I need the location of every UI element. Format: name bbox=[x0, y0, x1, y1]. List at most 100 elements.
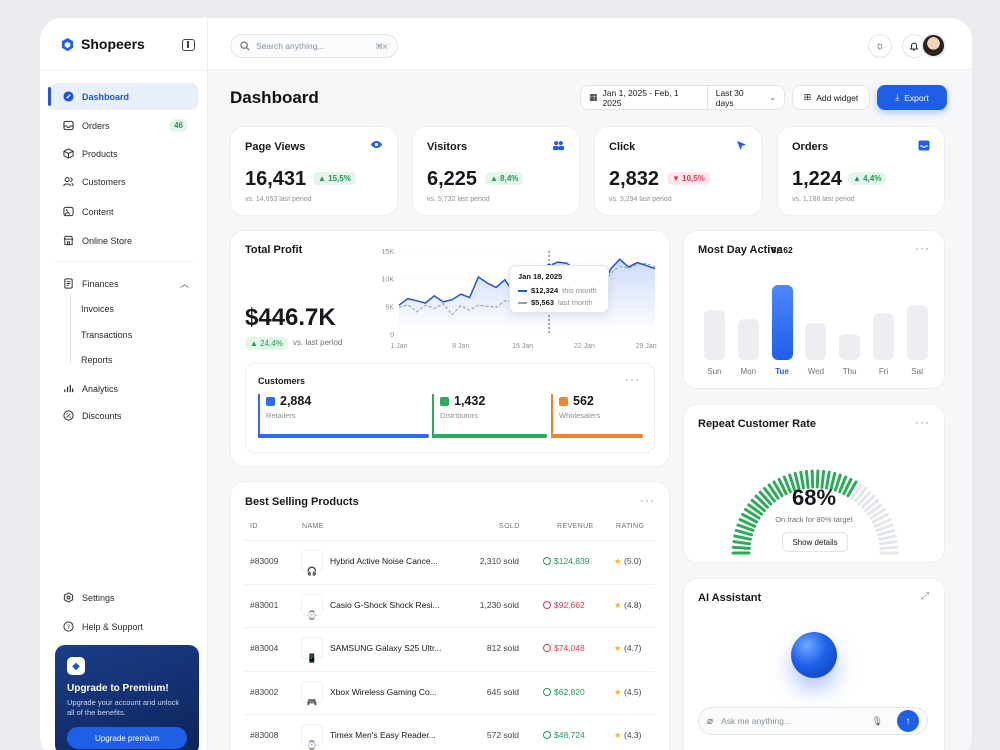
sidebar-item-orders[interactable]: Orders 46 bbox=[50, 112, 198, 139]
upgrade-premium-button[interactable]: Upgrade premium bbox=[67, 727, 187, 750]
kpi-value: 1,224 bbox=[792, 168, 843, 190]
product-glyph: ⌚ bbox=[306, 609, 318, 620]
column-header-id[interactable]: ID bbox=[250, 523, 258, 530]
date-range-picker[interactable]: ▦ Jan 1, 2025 - Feb, 1 2025 Last 30 days… bbox=[580, 85, 785, 110]
product-rating-value: (4.8) bbox=[624, 599, 642, 610]
star-icon: ★ bbox=[614, 599, 622, 610]
search-input[interactable]: Search anything... ⌘K bbox=[230, 34, 398, 58]
theme-toggle-button[interactable]: ☼ bbox=[868, 34, 892, 58]
sidebar-item-products[interactable]: Products bbox=[50, 140, 198, 167]
customers-title: Customers bbox=[258, 376, 306, 386]
gauge-tick bbox=[866, 503, 883, 516]
day-bar-tue[interactable] bbox=[771, 285, 793, 360]
period-select[interactable]: Last 30 days ⌄ bbox=[708, 88, 784, 108]
day-label: Thu bbox=[842, 367, 857, 376]
column-header-rating[interactable]: RATING bbox=[616, 523, 645, 530]
product-rating: ★ (4.8) bbox=[614, 600, 641, 611]
tooltip-last-month: $5,563 last month bbox=[518, 298, 600, 307]
more-options-icon[interactable]: ··· bbox=[625, 372, 640, 386]
brand[interactable]: Shopeers bbox=[60, 36, 145, 52]
dashboard-icon bbox=[63, 91, 74, 102]
gamepad-icon: 🎮 bbox=[301, 680, 323, 707]
ai-chat-input[interactable]: ⌀ Ask me anything... 🎙 ↑ bbox=[698, 707, 928, 735]
day-bar-wed[interactable] bbox=[805, 323, 827, 360]
date-range-field[interactable]: ▦ Jan 1, 2025 - Feb, 1 2025 bbox=[581, 86, 708, 109]
gauge-tick bbox=[744, 508, 761, 520]
bar-value-label: 8,162 bbox=[771, 245, 793, 255]
send-button[interactable]: ↑ bbox=[897, 710, 919, 732]
product-rating-value: (4.3) bbox=[624, 730, 642, 740]
gauge-tick bbox=[873, 518, 892, 528]
sidebar-item-discounts[interactable]: Discounts bbox=[50, 402, 198, 429]
kpi-change-value: 10,5% bbox=[682, 174, 705, 183]
product-sold: 2,310 sold bbox=[479, 556, 519, 566]
paperclip-icon[interactable]: ⌀ bbox=[707, 715, 714, 727]
gauge-tick bbox=[767, 483, 780, 500]
app-window: Shopeers Dashboard Orders 46 Products Cu… bbox=[40, 18, 972, 750]
product-rating: ★ (4.3) bbox=[614, 730, 641, 741]
product-glyph: ⌚ bbox=[306, 740, 318, 750]
sidebar-item-dashboard[interactable]: Dashboard bbox=[48, 83, 198, 110]
day-bar-sun[interactable] bbox=[704, 310, 725, 360]
trend-up-icon bbox=[543, 687, 551, 696]
submenu-guide bbox=[70, 294, 71, 364]
trend-down-icon bbox=[543, 644, 551, 652]
day-bar-sat[interactable] bbox=[906, 305, 928, 360]
sidebar-subitem-invoices[interactable]: Invoices bbox=[81, 304, 115, 314]
show-details-button[interactable]: Show details bbox=[782, 532, 848, 552]
more-options-icon[interactable]: ··· bbox=[640, 493, 655, 507]
sidebar-subitem-reports[interactable]: Reports bbox=[81, 355, 113, 365]
column-header-sold[interactable]: SOLD bbox=[499, 523, 520, 530]
export-button[interactable]: ⤓ Export bbox=[877, 85, 947, 110]
table-row[interactable]: #83002 🎮 Xbox Wireless Gaming Co... 645 sol… bbox=[245, 670, 655, 714]
more-options-icon[interactable]: ··· bbox=[915, 415, 930, 429]
sidebar-subitem-transactions[interactable]: Transactions bbox=[81, 330, 133, 340]
sidebar-item-customers[interactable]: Customers bbox=[50, 168, 198, 195]
collapse-sidebar-icon[interactable] bbox=[182, 39, 195, 51]
product-rating-value: (4.5) bbox=[624, 686, 642, 697]
kpi-previous: vs. 5,732 last period bbox=[427, 196, 490, 203]
sidebar-item-online-store[interactable]: Online Store bbox=[50, 227, 198, 254]
chevron-up-icon[interactable]: ︿ bbox=[179, 279, 189, 289]
kpi-change-badge: ▼ 10,5% bbox=[667, 172, 710, 185]
add-widget-button[interactable]: ⊞ Add widget bbox=[792, 85, 870, 110]
day-bar-fri[interactable] bbox=[873, 313, 894, 360]
gauge-tick bbox=[741, 513, 759, 524]
product-id: #83008 bbox=[250, 730, 279, 740]
kpi-previous: vs. 14,653 last period bbox=[245, 196, 312, 203]
diamond-icon: ◆ bbox=[67, 657, 85, 675]
download-icon: ⤓ bbox=[895, 92, 900, 102]
network-icon bbox=[440, 396, 449, 406]
svg-text:?: ? bbox=[67, 623, 70, 631]
product-revenue: $74,048 bbox=[543, 643, 585, 653]
product-sold: 1,230 sold bbox=[479, 599, 519, 610]
sidebar-item-settings[interactable]: Settings bbox=[50, 584, 198, 611]
expand-icon[interactable]: ⤢ bbox=[921, 591, 930, 602]
repeat-customer-rate-card: Repeat Customer Rate ··· 68% On track fo… bbox=[683, 404, 945, 563]
sidebar-item-content[interactable]: Content bbox=[50, 198, 198, 225]
sidebar-item-help[interactable]: ? Help & Support bbox=[50, 613, 198, 640]
repeat-rate-gauge bbox=[731, 469, 899, 555]
day-bar-mon[interactable] bbox=[737, 319, 759, 360]
x-tick-label: 29 Jan bbox=[636, 343, 657, 350]
table-row[interactable]: #83001 ⌚ Casio G-Shock Shock Resi... 1,230 … bbox=[245, 583, 655, 627]
x-tick-label: 22 Jan bbox=[574, 343, 595, 350]
more-options-icon[interactable]: ··· bbox=[915, 241, 930, 255]
table-row[interactable]: #83004 📱 SAMSUNG Galaxy S25 Ultr... 812 sol… bbox=[245, 627, 655, 670]
product-sold: 812 sold bbox=[486, 643, 519, 653]
segment-bar bbox=[551, 434, 643, 438]
gauge-tick bbox=[878, 540, 898, 546]
microphone-icon[interactable]: 🎙 bbox=[871, 715, 883, 726]
day-bar-thu[interactable] bbox=[839, 334, 861, 360]
table-row[interactable]: #83009 🎧 Hybrid Active Noise Cance... 2,310… bbox=[245, 540, 655, 583]
column-header-name[interactable]: NAME bbox=[302, 523, 324, 530]
table-row[interactable]: #83008 ⌚ Timex Men's Easy Reader... 572 sol… bbox=[245, 714, 655, 750]
sidebar-item-finances[interactable]: Finances ︿ bbox=[50, 270, 198, 297]
column-header-revenue[interactable]: REVENUE bbox=[557, 523, 594, 530]
segment-bar bbox=[258, 434, 429, 438]
trend-up-icon bbox=[543, 557, 551, 565]
star-icon: ★ bbox=[614, 730, 622, 740]
avatar[interactable] bbox=[921, 33, 946, 58]
product-rating: ★ (5.0) bbox=[614, 556, 641, 567]
sidebar-item-analytics[interactable]: Analytics bbox=[50, 375, 198, 402]
